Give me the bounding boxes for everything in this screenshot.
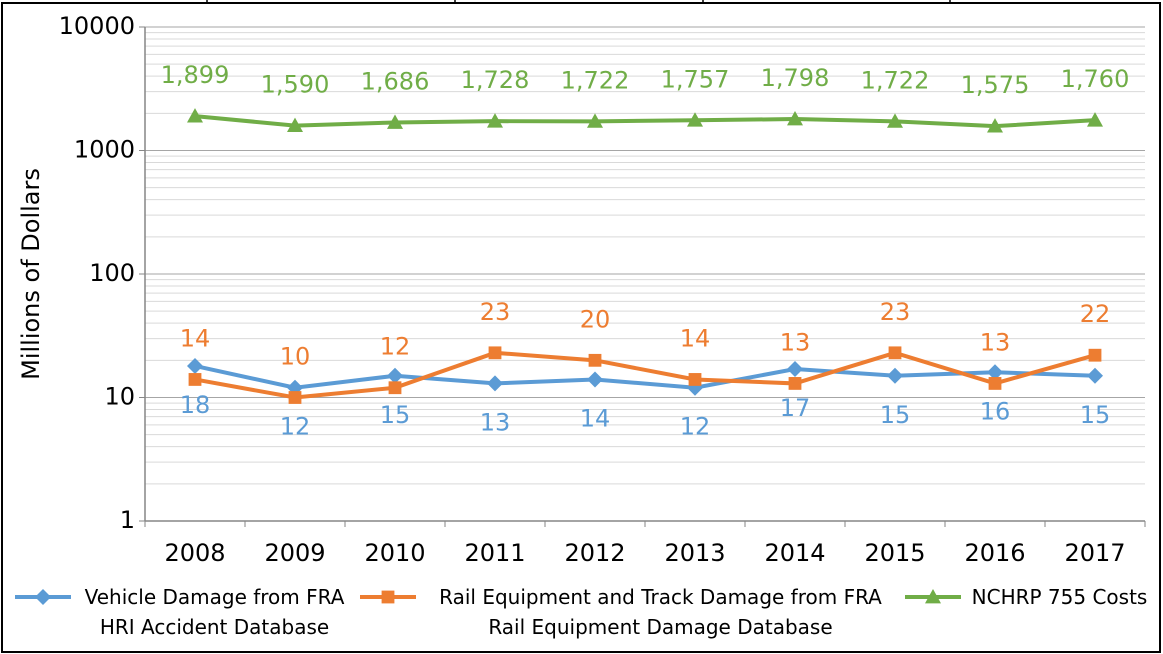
data-label: 16 bbox=[980, 397, 1011, 425]
marker bbox=[687, 112, 703, 127]
y-tick-label: 1000 bbox=[74, 136, 135, 164]
data-label: 23 bbox=[880, 298, 911, 326]
data-label: 14 bbox=[180, 324, 211, 352]
data-label: 22 bbox=[1080, 300, 1111, 328]
y-tick-label: 100 bbox=[89, 259, 135, 287]
y-tick-label: 10 bbox=[104, 383, 135, 411]
marker bbox=[188, 373, 202, 386]
series-line bbox=[194, 114, 1096, 129]
data-label: 17 bbox=[780, 394, 811, 422]
marker bbox=[488, 346, 502, 360]
series-line bbox=[194, 364, 1096, 390]
data-label: 13 bbox=[980, 328, 1011, 356]
data-label: 18 bbox=[180, 391, 211, 419]
marker bbox=[35, 589, 51, 605]
data-label: 12 bbox=[380, 333, 411, 361]
marker bbox=[288, 391, 302, 404]
data-label: 1,757 bbox=[661, 65, 730, 93]
x-tick-label: 2010 bbox=[364, 539, 425, 567]
x-tick-label: 2015 bbox=[864, 539, 925, 567]
x-tick-label: 2012 bbox=[564, 539, 625, 567]
x-tick-label: 2014 bbox=[764, 539, 825, 567]
data-label: 1,575 bbox=[961, 71, 1030, 99]
data-label: 1,899 bbox=[161, 61, 230, 89]
marker bbox=[287, 117, 303, 133]
marker bbox=[487, 113, 503, 128]
y-tick-label: 10000 bbox=[59, 12, 135, 40]
data-label: 10 bbox=[280, 343, 311, 371]
marker bbox=[987, 118, 1003, 133]
marker bbox=[1087, 367, 1103, 384]
marker bbox=[387, 367, 403, 384]
marker bbox=[788, 377, 802, 390]
data-label: 1,722 bbox=[561, 66, 630, 94]
marker bbox=[388, 381, 402, 395]
legend-label: Vehicle Damage from FRA HRI Accident Dat… bbox=[84, 585, 345, 639]
data-label: 12 bbox=[680, 413, 711, 441]
marker bbox=[587, 113, 603, 128]
marker bbox=[988, 377, 1002, 390]
marker bbox=[887, 367, 903, 384]
data-label: 15 bbox=[880, 401, 911, 429]
marker bbox=[1087, 112, 1103, 127]
marker bbox=[487, 375, 503, 392]
data-label: 1,760 bbox=[1061, 65, 1130, 93]
data-label: 23 bbox=[480, 298, 511, 326]
table-ticks bbox=[206, 0, 951, 4]
marker bbox=[1088, 348, 1102, 362]
x-tick-label: 2017 bbox=[1064, 539, 1125, 567]
data-label: 12 bbox=[280, 413, 311, 441]
data-label: 14 bbox=[680, 324, 711, 352]
marker bbox=[187, 357, 203, 374]
marker bbox=[588, 353, 602, 367]
data-label: 1,728 bbox=[461, 66, 530, 94]
data-label: 1,798 bbox=[761, 64, 830, 92]
y-tick-label: 1 bbox=[120, 506, 135, 534]
x-tick-label: 2011 bbox=[464, 539, 525, 567]
x-tick-label: 2009 bbox=[264, 539, 325, 567]
marker bbox=[787, 361, 803, 378]
marker bbox=[187, 108, 203, 123]
series-line bbox=[194, 350, 1096, 400]
x-tick-label: 2008 bbox=[164, 539, 225, 567]
data-label: 15 bbox=[380, 401, 411, 429]
x-tick-label: 2016 bbox=[964, 539, 1025, 567]
data-label: 1,722 bbox=[861, 66, 930, 94]
marker bbox=[381, 590, 395, 604]
legend-label: NCHRP 755 Costs bbox=[971, 585, 1148, 609]
data-label: 1,686 bbox=[361, 67, 430, 95]
data-label: 13 bbox=[780, 328, 811, 356]
marker bbox=[587, 371, 603, 388]
marker bbox=[888, 346, 902, 360]
marker bbox=[987, 364, 1003, 381]
data-label: 13 bbox=[480, 408, 511, 436]
data-label: 15 bbox=[1080, 401, 1111, 429]
data-label: 1,590 bbox=[261, 71, 330, 99]
data-label: 20 bbox=[580, 305, 611, 333]
marker bbox=[387, 114, 403, 129]
marker bbox=[688, 373, 702, 386]
y-axis-label: Millions of Dollars bbox=[17, 168, 45, 380]
data-label: 14 bbox=[580, 404, 611, 432]
marker bbox=[887, 113, 903, 128]
legend-label: Rail Equipment and Track Damage from FRA… bbox=[439, 585, 882, 639]
marker bbox=[787, 111, 803, 126]
marker bbox=[925, 589, 941, 604]
x-tick-label: 2013 bbox=[664, 539, 725, 567]
